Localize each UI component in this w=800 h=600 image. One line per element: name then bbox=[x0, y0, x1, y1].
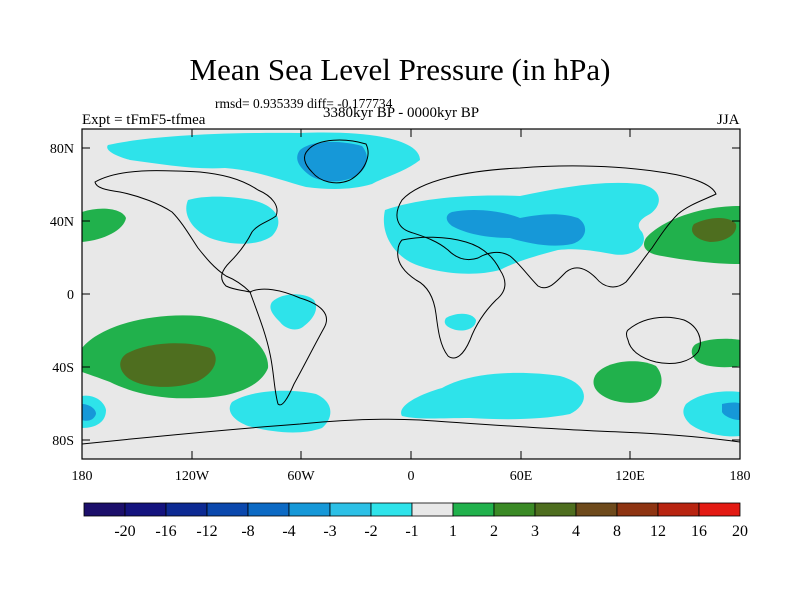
colorbar-label: -12 bbox=[196, 523, 217, 540]
colorbar-label: -16 bbox=[155, 523, 176, 540]
contour-southwest-pacific-negative bbox=[683, 391, 740, 437]
colorbar-swatch bbox=[124, 502, 167, 517]
colorbar-label: -2 bbox=[364, 523, 377, 540]
contour-greenland-minus3 bbox=[297, 141, 367, 182]
colorbar-swatch bbox=[247, 502, 290, 517]
y-ticks bbox=[82, 147, 740, 441]
contour-tasman-positive bbox=[691, 338, 740, 368]
colorbar-swatch bbox=[616, 502, 659, 517]
colorbar-swatch bbox=[657, 502, 700, 517]
coastline-australia bbox=[626, 316, 701, 365]
colorbar-label: -1 bbox=[405, 523, 418, 540]
colorbar-label: 12 bbox=[650, 523, 666, 540]
colorbar-swatch bbox=[493, 502, 536, 517]
colorbar-swatch bbox=[83, 502, 126, 517]
y-tick-label-40s: 40S bbox=[52, 361, 74, 376]
colorbar-label: 8 bbox=[613, 523, 621, 540]
contour-southwest-pacific-minus3 bbox=[722, 402, 740, 420]
colorbar-swatch bbox=[165, 502, 208, 517]
coastline-greenland bbox=[304, 139, 369, 184]
x-tick-label-120w: 120W bbox=[175, 469, 210, 484]
coastline-africa bbox=[397, 236, 506, 359]
map-title: Mean Sea Level Pressure (in hPa) bbox=[189, 52, 611, 87]
contour-antarctic-pacific-negative bbox=[229, 390, 331, 433]
colorbar-label: 16 bbox=[691, 523, 707, 540]
coastlines bbox=[82, 139, 740, 445]
contour-south-africa-negative bbox=[444, 313, 476, 331]
contour-southern-ocean-negative bbox=[401, 372, 584, 420]
contour-southwest-edge-minus3 bbox=[82, 404, 96, 421]
colorbar-swatch bbox=[370, 502, 413, 517]
colorbar-swatch bbox=[698, 502, 741, 517]
x-tick-label-60e: 60E bbox=[510, 469, 533, 484]
x-tick-label-120e: 120E bbox=[615, 469, 645, 484]
y-tick-label-80n: 80N bbox=[50, 142, 74, 157]
x-tick-label-180w: 180 bbox=[72, 469, 93, 484]
colorbar-swatch bbox=[534, 502, 577, 517]
colorbar-label: 2 bbox=[490, 523, 498, 540]
colorbar-swatch bbox=[329, 502, 372, 517]
contour-south-america-negative bbox=[270, 294, 317, 330]
contour-north-pacific-west-positive bbox=[82, 208, 126, 242]
colorbar-label: -20 bbox=[114, 523, 135, 540]
colorbar-swatch bbox=[411, 502, 454, 517]
colorbar-label: -3 bbox=[323, 523, 336, 540]
season-label: JJA bbox=[717, 112, 740, 128]
contour-south-pacific-plus3 bbox=[120, 343, 216, 387]
stats-subtitle: rmsd= 0.935339 diff= -0.177734 bbox=[215, 96, 393, 111]
y-tick-label-0: 0 bbox=[67, 288, 74, 303]
x-tick-label-60w: 60W bbox=[287, 469, 315, 484]
colorbar-swatch bbox=[575, 502, 618, 517]
coastline-eurasia bbox=[396, 165, 717, 289]
colorbar-label: 20 bbox=[732, 523, 748, 540]
period-label: 3380kyr BP - 0000kyr BP bbox=[323, 105, 480, 121]
experiment-label: Expt = tFmF5-tfmea bbox=[82, 112, 206, 128]
colorbar-swatch bbox=[206, 502, 249, 517]
contour-indian-ocean-positive bbox=[593, 361, 662, 403]
y-tick-label-40n: 40N bbox=[50, 215, 74, 230]
x-tick-label-0: 0 bbox=[408, 469, 415, 484]
colorbar-swatch bbox=[452, 502, 495, 517]
coastline-north-america bbox=[94, 170, 278, 293]
contour-asia-minus3 bbox=[446, 210, 586, 246]
pressure-anomaly-field bbox=[82, 132, 740, 437]
contour-north-pacific-plus3 bbox=[691, 218, 737, 242]
x-tick-label-180e: 180 bbox=[730, 469, 751, 484]
colorbar-label: 3 bbox=[531, 523, 539, 540]
coastline-south-america bbox=[249, 288, 327, 406]
coastline-antarctica bbox=[82, 418, 740, 445]
y-tick-label-80s: 80S bbox=[52, 434, 74, 449]
contour-atlantic-negative bbox=[186, 196, 279, 244]
x-ticks bbox=[81, 129, 741, 459]
colorbar-label: 4 bbox=[572, 523, 580, 540]
colorbar-label: 1 bbox=[449, 523, 457, 540]
colorbar-swatch bbox=[288, 502, 331, 517]
colorbar: -20 -16 -12 -8 -4 -3 -2 -1 1 2 3 4 8 12 16 20 bbox=[83, 502, 748, 540]
colorbar-label: -4 bbox=[282, 523, 295, 540]
colorbar-label: -8 bbox=[241, 523, 254, 540]
